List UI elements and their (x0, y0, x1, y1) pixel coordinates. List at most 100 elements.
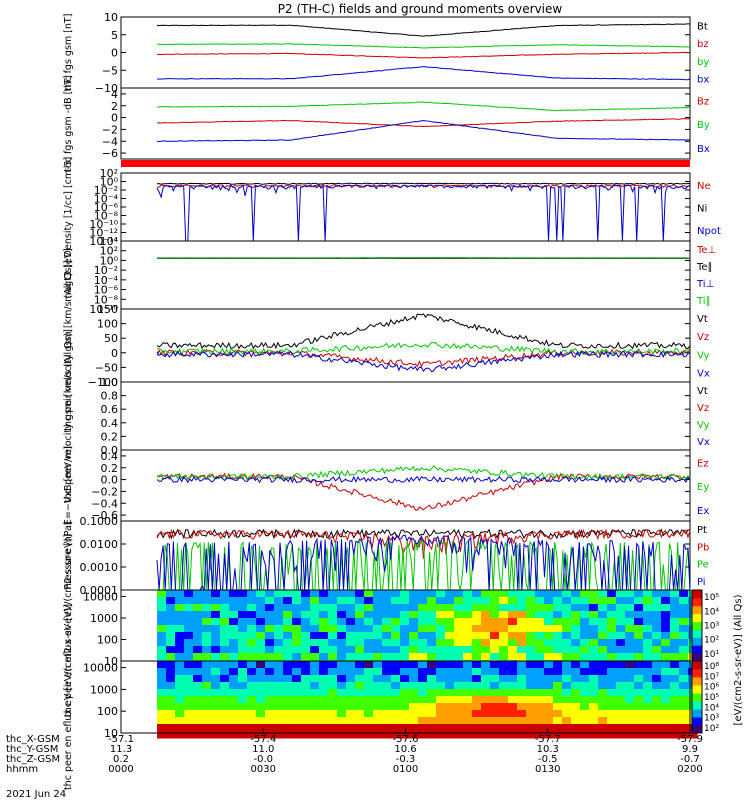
y-tick-label: 0.0100 (80, 538, 119, 551)
heatmap-cell (481, 696, 491, 704)
heatmap-cell (661, 604, 671, 612)
colorbar-swatch (692, 622, 702, 630)
heatmap-cell (472, 611, 482, 619)
heatmap-cell (292, 724, 302, 732)
heatmap-cell (553, 604, 563, 612)
heatmap-cell (355, 696, 365, 704)
legend-Vy: Vy (697, 350, 710, 361)
heatmap-cell (418, 639, 428, 647)
heatmap-cell (301, 668, 311, 676)
heatmap-cell (445, 604, 455, 612)
heatmap-cell (346, 731, 356, 739)
heatmap-cell (202, 639, 212, 647)
heatmap-cell (553, 618, 563, 626)
heatmap-cell (229, 703, 239, 711)
heatmap-cell (256, 639, 266, 647)
heatmap-cell (337, 604, 347, 612)
heatmap-cell (337, 611, 347, 619)
heatmap-cell (193, 675, 203, 683)
heatmap-cell (211, 590, 221, 598)
heatmap-cell (652, 710, 662, 718)
heatmap-cell (535, 724, 545, 732)
heatmap-cell (481, 682, 491, 690)
heatmap-cell (355, 710, 365, 718)
heatmap-cell (184, 661, 194, 669)
heatmap-cell (166, 661, 176, 669)
heatmap-cell (328, 731, 338, 739)
heatmap-cell (274, 661, 284, 669)
heatmap-cell (418, 611, 428, 619)
heatmap-cell (364, 703, 374, 711)
heatmap-cell (499, 731, 509, 739)
heatmap-cell (607, 689, 617, 697)
heatmap-cell (265, 639, 275, 647)
heatmap-cell (490, 696, 500, 704)
heatmap-cell (319, 661, 329, 669)
heatmap-cell (202, 597, 212, 605)
y-tick-label: 1.0 (101, 376, 119, 389)
heatmap-cell (247, 675, 257, 683)
heatmap-cell (571, 646, 581, 654)
heatmap-cell (283, 668, 293, 676)
heatmap-cell (229, 717, 239, 725)
heatmap-cell (382, 625, 392, 633)
heatmap-cell (355, 646, 365, 654)
heatmap-cell (337, 653, 347, 661)
heatmap-cell (274, 604, 284, 612)
heatmap-cell (634, 604, 644, 612)
heatmap-cell (166, 682, 176, 690)
heatmap-cell (562, 682, 572, 690)
heatmap-cell (661, 661, 671, 669)
heatmap-cell (211, 668, 221, 676)
heatmap-cell (517, 590, 527, 598)
heatmap-cell (571, 731, 581, 739)
heatmap-cell (166, 618, 176, 626)
heatmap-cell (310, 703, 320, 711)
heatmap-cell (427, 597, 437, 605)
heatmap-cell (607, 653, 617, 661)
heatmap-cell (652, 625, 662, 633)
heatmap-cell (445, 717, 455, 725)
heatmap-cell (607, 710, 617, 718)
heatmap-cell (634, 611, 644, 619)
heatmap-cell (382, 661, 392, 669)
heatmap-cell (283, 703, 293, 711)
heatmap-cell (283, 696, 293, 704)
heatmap-cell (184, 717, 194, 725)
heatmap-cell (580, 682, 590, 690)
heatmap-cell (373, 604, 383, 612)
heatmap-cell (355, 682, 365, 690)
heatmap-cell (454, 682, 464, 690)
heatmap-cell (454, 625, 464, 633)
y-tick-label: 150 (97, 303, 118, 316)
heatmap-cell (580, 653, 590, 661)
panel-frame (121, 241, 690, 309)
heatmap-cell (382, 597, 392, 605)
heatmap-cell (355, 590, 365, 598)
heatmap-cell (382, 590, 392, 598)
heatmap-cell (418, 703, 428, 711)
heatmap-cell (508, 696, 518, 704)
heatmap-cell (292, 618, 302, 626)
heatmap-cell (607, 731, 617, 739)
heatmap-cell (229, 618, 239, 626)
heatmap-cell (364, 710, 374, 718)
heatmap-cell (643, 653, 653, 661)
heatmap-cell (652, 703, 662, 711)
heatmap-cell (490, 618, 500, 626)
heatmap-cell (616, 625, 626, 633)
heatmap-cell (652, 668, 662, 676)
heatmap-cell (490, 682, 500, 690)
heatmap-cell (472, 717, 482, 725)
heatmap-cell (427, 689, 437, 697)
heatmap-cell (652, 661, 662, 669)
heatmap-cell (310, 632, 320, 640)
heatmap-cell (310, 611, 320, 619)
heatmap-cell (337, 668, 347, 676)
legend-By: By (697, 120, 710, 131)
heatmap-cell (310, 668, 320, 676)
heatmap-cell (454, 717, 464, 725)
heatmap-cell (526, 646, 536, 654)
heatmap-cell (193, 611, 203, 619)
